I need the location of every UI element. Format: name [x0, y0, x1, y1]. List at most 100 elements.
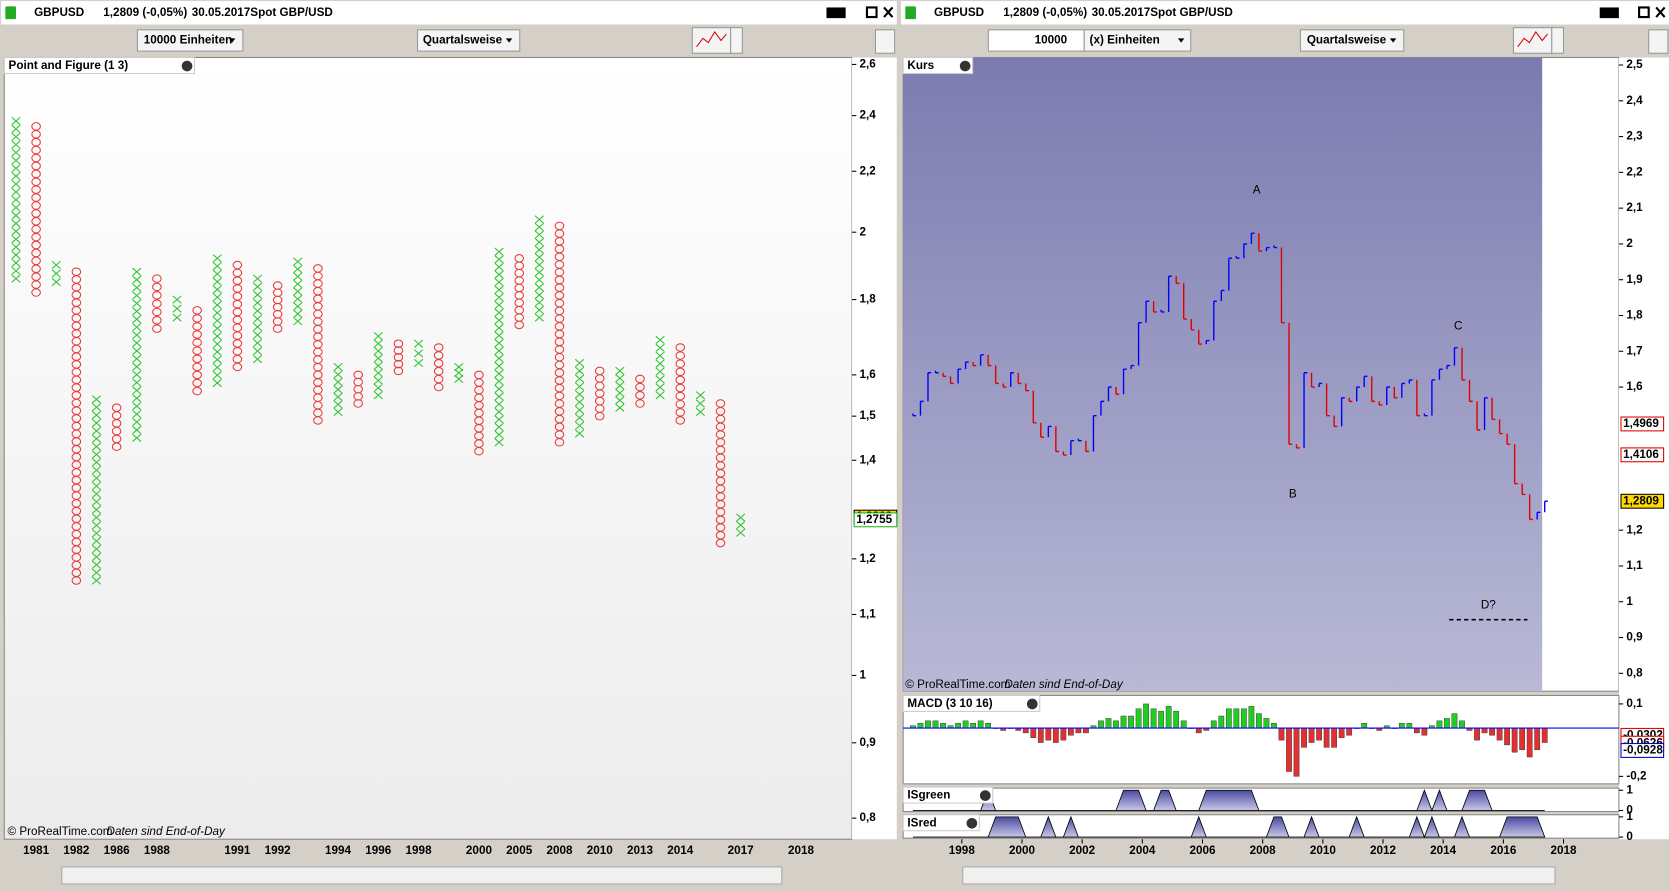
o-column	[111, 403, 122, 451]
o-column	[635, 374, 645, 408]
x-tick-label: 2018	[788, 844, 815, 857]
macd-bar	[1233, 708, 1240, 729]
chart-type-arrow[interactable]	[730, 27, 743, 54]
macd-bar	[1519, 727, 1526, 751]
right-titlebar	[901, 1, 1669, 25]
price-bar	[1145, 300, 1150, 323]
price-bar	[1258, 233, 1263, 252]
o-column	[71, 267, 82, 585]
price-bar	[1393, 387, 1398, 399]
period-dropdown[interactable]	[416, 29, 521, 52]
macd-bar	[1060, 727, 1067, 741]
close-button[interactable]	[1655, 6, 1666, 18]
price-bar	[1137, 321, 1142, 366]
panel-close[interactable]	[959, 60, 971, 72]
panel-title: ISred	[907, 816, 936, 829]
price-bar	[1017, 372, 1022, 385]
maximize-button[interactable]	[1638, 6, 1650, 19]
price-bar	[942, 372, 947, 378]
macd-bar	[1256, 713, 1262, 729]
panel-close[interactable]	[966, 817, 978, 829]
price-label-box	[1620, 416, 1665, 432]
price-bar	[1491, 397, 1496, 420]
price-bar	[1167, 275, 1172, 312]
macd-bar	[1436, 720, 1443, 729]
macd-bar	[1413, 727, 1420, 734]
price-bar	[1175, 276, 1180, 284]
price-bar	[1010, 372, 1014, 388]
close-button[interactable]	[883, 6, 894, 18]
x-tick-label: 2008	[546, 844, 573, 857]
chart-type-button[interactable]	[691, 27, 732, 54]
units-dropdown[interactable]	[1083, 29, 1192, 52]
price-bar	[1438, 368, 1443, 380]
symbol[interactable]: GBPUSD	[34, 6, 84, 19]
y-tick-label: 1,6	[1626, 380, 1643, 393]
maximize-button[interactable]	[865, 6, 878, 19]
price-label-box	[853, 512, 898, 528]
macd-bar	[1105, 718, 1112, 729]
dropdown-arrow	[505, 38, 513, 43]
chart-type-button[interactable]	[1512, 27, 1553, 54]
panel-close[interactable]	[979, 790, 991, 801]
macd-bar	[1150, 708, 1157, 729]
period-dropdown[interactable]	[1299, 29, 1405, 52]
macd-bar	[1398, 723, 1405, 729]
price-bar	[934, 370, 939, 374]
toolbar-units[interactable]: (x) Einheiten	[1090, 34, 1160, 47]
x-tick-label: 1986	[104, 844, 131, 857]
price-bar	[912, 413, 917, 417]
macd-bar	[1451, 713, 1458, 729]
macd-bar	[1504, 727, 1510, 746]
macd-bar	[1030, 727, 1037, 738]
price-label: 1,4969	[1623, 417, 1659, 430]
price-bar	[1062, 451, 1067, 456]
price-bar	[1107, 386, 1112, 402]
toolbar-period[interactable]: Quartalsweise	[423, 34, 503, 47]
price-bar	[1416, 379, 1421, 417]
y-tick-label: 0,9	[859, 736, 876, 749]
macd-bar	[1263, 718, 1270, 729]
price-bar	[1348, 397, 1353, 403]
price-bar	[1325, 383, 1330, 417]
price-bar	[919, 400, 924, 416]
side-button[interactable]	[874, 29, 896, 54]
x-tick-label: 1996	[365, 844, 392, 857]
chart-type-arrow[interactable]	[1551, 27, 1565, 54]
toolbar-units-value[interactable]: 10000	[1035, 34, 1068, 47]
x-column	[172, 295, 182, 322]
x-column	[91, 395, 102, 585]
price-bar	[1198, 329, 1202, 345]
o-column	[272, 281, 283, 333]
macd-bar	[1286, 727, 1292, 772]
scrollbar[interactable]	[61, 866, 783, 885]
toolbar-units[interactable]: 10000 Einheiten	[144, 34, 232, 47]
price-bar	[927, 372, 932, 402]
y-tick-label: 1	[1626, 810, 1633, 823]
panel-title-box	[902, 56, 974, 75]
y-tick-label: 1,2	[859, 552, 876, 565]
panel-close[interactable]	[1026, 698, 1038, 710]
y-tick-label: 1	[1626, 595, 1633, 608]
keyboard-button[interactable]	[1599, 7, 1619, 19]
date: 30.05.2017	[192, 6, 251, 19]
units-dropdown[interactable]	[136, 29, 244, 52]
toolbar-period[interactable]: Quartalsweise	[1307, 34, 1387, 47]
scrollbar[interactable]	[962, 866, 1556, 885]
side-button[interactable]	[1648, 29, 1669, 54]
symbol[interactable]: GBPUSD	[934, 6, 984, 19]
panel-title: Kurs	[907, 59, 934, 72]
isgreen-plot	[902, 787, 1620, 813]
price-bar	[1476, 401, 1481, 431]
y-tick-label: -0,2	[1626, 769, 1647, 782]
price-bar	[1528, 494, 1533, 521]
panel-close[interactable]	[181, 60, 193, 72]
x-column	[494, 247, 504, 447]
keyboard-button[interactable]	[826, 7, 846, 19]
macd-bar	[1045, 727, 1052, 741]
o-column	[31, 122, 41, 297]
x-column	[534, 215, 544, 322]
y-tick-label: 2,6	[859, 58, 876, 71]
price-bar	[1280, 247, 1285, 324]
price-bar	[1047, 425, 1052, 438]
